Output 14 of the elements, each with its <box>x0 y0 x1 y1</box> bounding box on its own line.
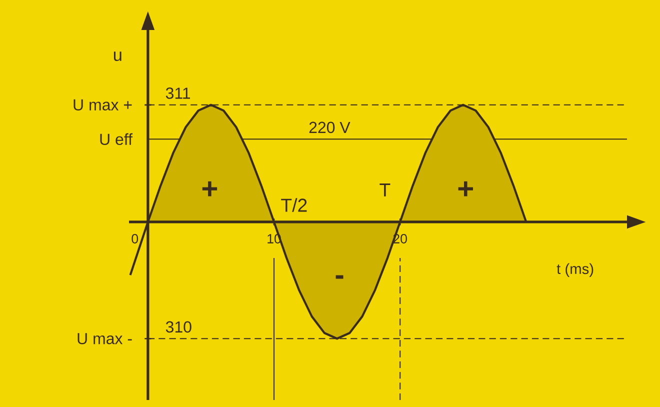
annotation: + <box>458 181 473 196</box>
y-axis-title: u <box>114 52 122 61</box>
x-tick-label: 0 <box>132 234 138 244</box>
x-axis-title: t (ms) <box>556 263 594 277</box>
annotation: T <box>380 184 390 196</box>
annotation: + <box>202 181 218 196</box>
ref-line-label: U max + <box>74 99 132 110</box>
annotation: 220 V <box>309 122 350 134</box>
annotation: T/2 <box>281 198 307 212</box>
annotation: - <box>336 275 344 279</box>
ref-line-label: U max - <box>78 333 132 344</box>
y-tick-label: 311 <box>166 88 190 99</box>
y-tick-label: 310 <box>166 321 192 333</box>
ref-line-label: U eff <box>100 133 133 146</box>
